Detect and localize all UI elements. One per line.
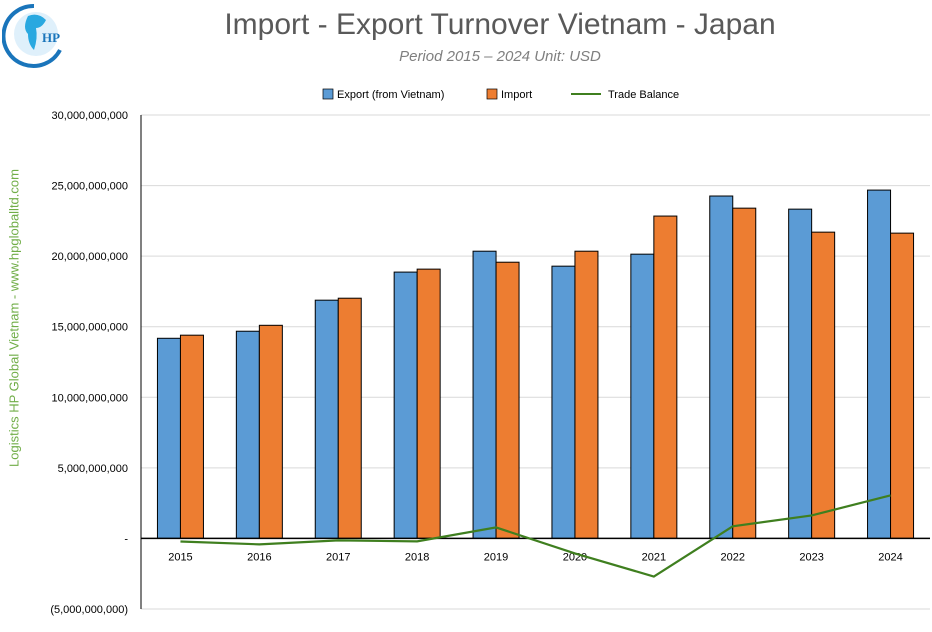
import-bar (653, 215, 678, 539)
y-tick-label: 10,000,000,000 (52, 392, 128, 404)
logo-text: HP (42, 30, 60, 45)
export-bar (235, 330, 260, 539)
import-bar (337, 297, 362, 539)
x-tick-label: 2019 (484, 551, 508, 563)
legend-swatch-1 (486, 88, 498, 100)
import-bar (258, 324, 283, 539)
export-bar (551, 265, 576, 539)
export-bar (709, 195, 734, 539)
export-bar (393, 271, 418, 539)
export-bar (867, 189, 892, 539)
x-tick-label: 2022 (721, 551, 745, 563)
trade-balance-line (180, 494, 891, 578)
y-tick-label: - (124, 533, 128, 545)
chart-title: Import - Export Turnover Vietnam - Japan (224, 8, 776, 41)
legend-swatch-0 (322, 88, 334, 100)
import-bar (732, 207, 757, 539)
import-bar (890, 232, 915, 539)
export-bar (314, 299, 339, 539)
y-tick-label: 5,000,000,000 (58, 463, 128, 475)
x-tick-label: 2016 (247, 551, 271, 563)
x-tick-label: 2021 (642, 551, 666, 563)
x-tick-label: 2015 (168, 551, 192, 563)
import-bar (574, 250, 599, 539)
legend-label: Export (from Vietnam) (337, 89, 444, 101)
x-tick-label: 2024 (878, 551, 902, 563)
export-bar (156, 337, 181, 539)
import-bar (416, 268, 441, 539)
legend-label: Import (501, 89, 532, 101)
x-tick-label: 2018 (405, 551, 429, 563)
legend-label: Trade Balance (608, 89, 679, 101)
export-bar (630, 253, 655, 539)
y-tick-label: 30,000,000,000 (52, 110, 128, 122)
export-bar (472, 250, 497, 539)
import-bar (811, 231, 836, 539)
x-tick-label: 2017 (326, 551, 350, 563)
import-bar (495, 261, 520, 539)
hp-globe-logo: HP (2, 3, 62, 68)
x-tick-label: 2023 (799, 551, 823, 563)
y-tick-label: (5,000,000,000) (50, 604, 128, 616)
y-tick-label: 25,000,000,000 (52, 181, 128, 193)
chart-subtitle: Period 2015 – 2024 Unit: USD (399, 48, 601, 65)
y-tick-label: 20,000,000,000 (52, 251, 128, 263)
export-bar (788, 208, 813, 539)
import-bar (179, 334, 204, 539)
y-tick-label: 15,000,000,000 (52, 322, 128, 334)
